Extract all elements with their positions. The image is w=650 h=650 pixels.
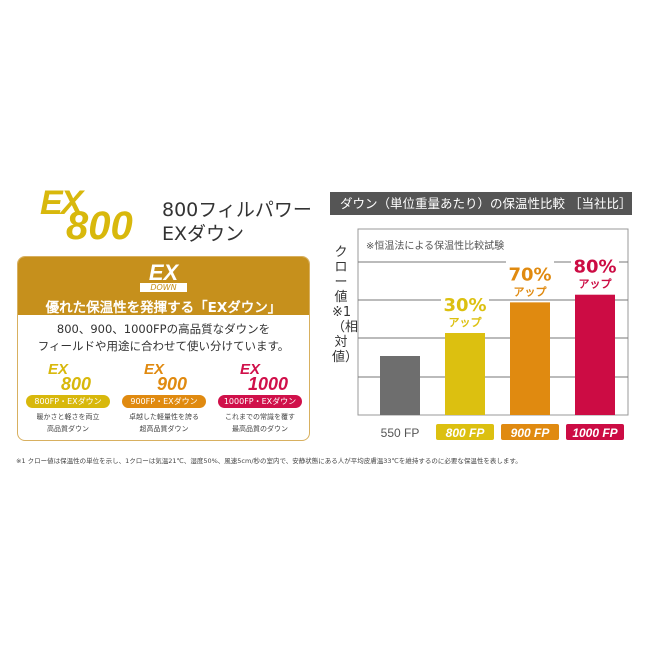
grade-caption: これまでの常識を覆す 最高品質のダウン — [214, 411, 306, 435]
footnote: ※1 クロー値は保温性の単位を示し、1クローは気温21℃、湿度50%、風速5cm… — [16, 457, 522, 465]
x-tick-label: 900 FP — [511, 426, 551, 440]
ex-down-logo-ex: EX — [148, 260, 179, 285]
caption-line2: 最高品質のダウン — [232, 425, 288, 433]
product-title: 800フィルパワー EXダウン — [162, 198, 312, 246]
caption-line1: 卓越した軽量性を誇る — [129, 413, 199, 421]
bar-3 — [575, 294, 615, 415]
grade-caption: 暖かさと軽さを両立 高品質ダウン — [22, 411, 114, 435]
category-pill — [501, 424, 559, 440]
caption-line1: 暖かさと軽さを両立 — [36, 413, 100, 421]
grade-caption: 卓越した軽量性を誇る 超高品質ダウン — [118, 411, 210, 435]
data-label-pct: 70% — [508, 264, 551, 285]
logo-ex: EX — [40, 184, 83, 222]
desc-line2: フィールドや用途に合わせて使い分けています。 — [37, 339, 290, 353]
data-label-sub: アップ — [579, 277, 613, 291]
ex-down-logo: EX DOWN — [140, 260, 187, 292]
data-label-pct: 30% — [443, 295, 486, 316]
grade-pill: 1000FP・EXダウン — [218, 395, 302, 408]
chart-title: ダウン（単位重量あたり）の保温性比較 ［当社比］ — [330, 192, 632, 215]
caption-line1: これまでの常識を覆す — [225, 413, 295, 421]
chart-note: ※恒温法による保温性比較試験 — [366, 241, 505, 252]
data-label-sub: アップ — [514, 284, 548, 298]
bar-1 — [445, 333, 485, 415]
title-line2: EXダウン — [162, 223, 245, 245]
logo-number: 800 — [66, 204, 133, 248]
ex-down-info-box: EX DOWN 優れた保温性を発揮する「EXダウン」 800、900、1000F… — [17, 256, 310, 441]
label-bg — [571, 250, 619, 291]
title-line1: 800フィルパワー — [162, 199, 312, 221]
grade-800: EX 800 800FP・EXダウン 暖かさと軽さを両立 高品質ダウン — [22, 361, 114, 435]
category-pill — [436, 424, 494, 440]
caption-line2: 超高品質ダウン — [139, 425, 189, 433]
grade-logo-ex: EX — [239, 361, 260, 378]
category-pill — [566, 424, 624, 440]
caption-line2: 高品質ダウン — [47, 425, 89, 433]
label-bg — [441, 289, 489, 330]
grade-900: EX 900 900FP・EXダウン 卓越した軽量性を誇る 超高品質ダウン — [118, 361, 210, 435]
x-tick-label: 800 FP — [446, 426, 486, 440]
bar-0 — [380, 356, 420, 415]
bar-2 — [510, 302, 550, 415]
grade-1000: EX 1000 1000FP・EXダウン これまでの常識を覆す 最高品質のダウン — [214, 361, 306, 435]
desc-line1: 800、900、1000FPの高品質なダウンを — [56, 322, 271, 336]
x-tick-label: 550 FP — [381, 426, 420, 440]
info-heading: 優れた保温性を発揮する「EXダウン」 — [45, 300, 282, 316]
x-tick-label: 1000 FP — [572, 426, 618, 440]
ex-down-logo-sub: DOWN — [140, 283, 187, 292]
grade-logo-ex: EX — [143, 361, 164, 378]
grade-logo-number: 900 — [156, 374, 188, 394]
label-bg — [506, 258, 554, 299]
data-label-pct: 80% — [573, 257, 616, 278]
info-description: 800、900、1000FPの高品質なダウンを フィールドや用途に合わせて使い分… — [18, 321, 309, 355]
grade-logo-number: 1000 — [247, 374, 289, 394]
data-label-sub: アップ — [449, 315, 483, 329]
grade-logo-ex: EX — [47, 361, 68, 378]
grade-pill: 800FP・EXダウン — [26, 395, 110, 408]
info-header: EX DOWN 優れた保温性を発揮する「EXダウン」 — [18, 257, 309, 316]
grade-pill: 900FP・EXダウン — [122, 395, 206, 408]
grade-logo-number: 800 — [60, 374, 92, 394]
